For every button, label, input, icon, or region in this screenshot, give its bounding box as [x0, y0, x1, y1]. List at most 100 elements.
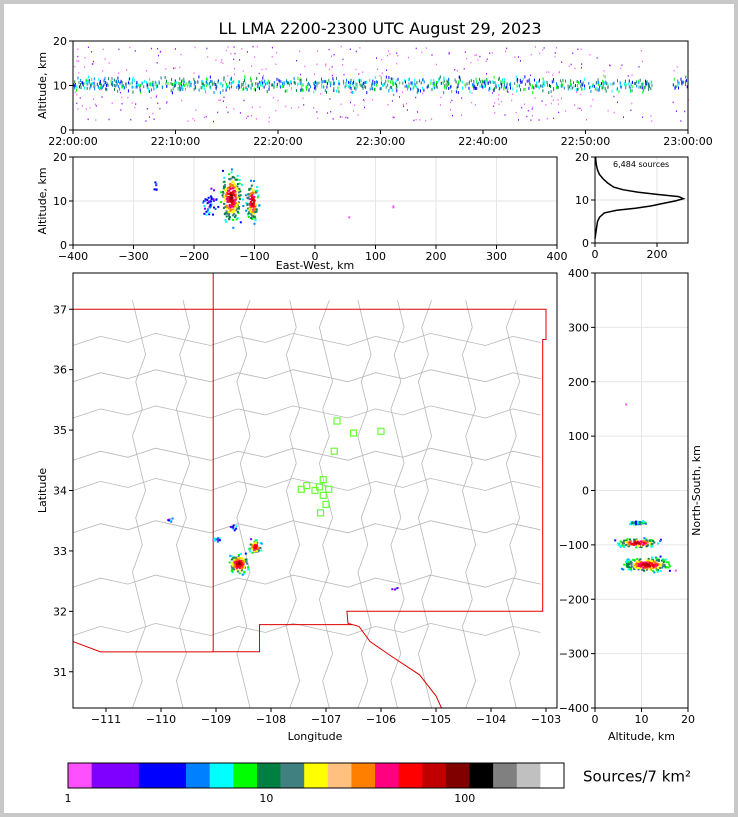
time-source-point — [556, 47, 558, 49]
time-source-point — [376, 83, 378, 87]
time-source-point — [276, 77, 278, 81]
eastwest-source-point — [228, 213, 231, 216]
time-source-point — [452, 114, 453, 117]
time-source-point — [173, 67, 175, 70]
northsouth-source-point — [636, 540, 639, 543]
storm-source-point — [255, 539, 258, 542]
time-source-point — [366, 91, 368, 95]
eastwest-source-point — [222, 185, 225, 188]
time-source-point — [456, 70, 458, 72]
time-source-point — [627, 75, 629, 77]
time-source-point — [481, 84, 483, 87]
time-source-point — [251, 65, 253, 67]
time-source-point — [128, 81, 130, 85]
storm-source-point — [229, 554, 232, 557]
time-source-point — [596, 57, 598, 59]
northsouth-source-point — [645, 545, 648, 548]
time-source-point — [304, 65, 306, 68]
time-source-point — [580, 79, 582, 83]
time-source-point — [525, 82, 527, 86]
time-source-point — [592, 83, 594, 87]
time-source-point — [482, 80, 484, 84]
time-source-point — [301, 87, 303, 91]
time-source-point — [156, 62, 158, 64]
time-source-point — [420, 89, 421, 93]
time-source-point — [443, 84, 445, 88]
time-source-point — [107, 83, 109, 87]
eastwest-source-point — [155, 188, 158, 191]
eastwest-source-point — [224, 219, 227, 222]
time-source-point — [80, 86, 82, 90]
time-source-point — [481, 79, 483, 83]
eastwest-source-point — [215, 198, 218, 201]
time-source-point — [220, 82, 222, 86]
northsouth-source-point — [630, 542, 633, 545]
time-source-point — [205, 115, 207, 118]
x-tick-label: 0 — [592, 248, 599, 261]
time-source-point — [624, 79, 626, 83]
time-source-point — [313, 107, 315, 109]
time-source-point — [346, 78, 347, 82]
time-source-point — [550, 85, 551, 88]
time-source-point — [589, 86, 591, 90]
time-source-point — [143, 79, 145, 83]
time-source-point — [88, 81, 90, 85]
time-source-point — [412, 87, 414, 91]
storm-source-point — [230, 558, 233, 561]
time-source-point — [209, 81, 210, 85]
eastwest-source-point — [254, 219, 257, 222]
time-source-point — [651, 83, 653, 87]
time-source-point — [563, 86, 565, 90]
time-source-point — [87, 75, 89, 79]
time-source-point — [302, 83, 304, 87]
time-source-point — [408, 56, 410, 59]
time-source-point — [74, 86, 76, 90]
time-source-point — [500, 81, 502, 85]
northsouth-source-point — [667, 561, 670, 564]
time-source-point — [355, 85, 357, 89]
time-source-point — [183, 77, 185, 81]
eastwest-source-point — [235, 203, 238, 206]
eastwest-source-point — [237, 191, 240, 194]
time-source-point — [157, 48, 159, 50]
time-source-point — [613, 95, 615, 98]
eastwest-source-point — [247, 197, 250, 200]
time-source-point — [93, 77, 95, 81]
time-source-point — [477, 59, 479, 61]
county-line — [72, 369, 541, 383]
time-source-point — [300, 85, 302, 89]
time-source-point — [366, 80, 368, 84]
time-source-point — [479, 77, 480, 81]
time-source-point — [183, 82, 184, 86]
eastwest-source-point — [223, 199, 226, 202]
time-source-point — [167, 81, 169, 85]
time-source-point — [489, 80, 491, 84]
time-source-point — [373, 88, 375, 92]
time-source-point — [448, 82, 450, 85]
eastwest-source-point — [232, 205, 234, 208]
time-source-point — [593, 84, 595, 88]
time-source-point — [486, 58, 488, 60]
eastwest-source-point — [231, 193, 234, 196]
time-source-point — [506, 85, 507, 89]
time-source-point — [498, 77, 500, 81]
time-source-point — [140, 90, 142, 94]
time-source-point — [80, 79, 82, 82]
storm-source-point — [256, 546, 258, 549]
time-source-point — [449, 86, 451, 89]
time-source-point — [581, 83, 583, 87]
time-source-point — [146, 83, 148, 87]
eastwest-source-point — [239, 194, 242, 197]
time-source-point — [219, 82, 221, 86]
storm-source-point — [215, 538, 218, 541]
time-source-point — [362, 86, 364, 90]
colorbar-tick-label: 100 — [454, 792, 475, 805]
eastwest-source-point — [252, 208, 255, 211]
altitude-time-panel: 22:00:00 22:10:00 22:20:00 22:30:00 22:40:00… — [36, 35, 713, 148]
time-source-point — [100, 85, 102, 89]
northsouth-source-point — [645, 562, 648, 565]
source-count-annotation: 6,484 sources — [613, 160, 669, 169]
time-source-point — [616, 87, 618, 91]
time-source-point — [482, 85, 484, 89]
time-source-point — [273, 85, 275, 89]
